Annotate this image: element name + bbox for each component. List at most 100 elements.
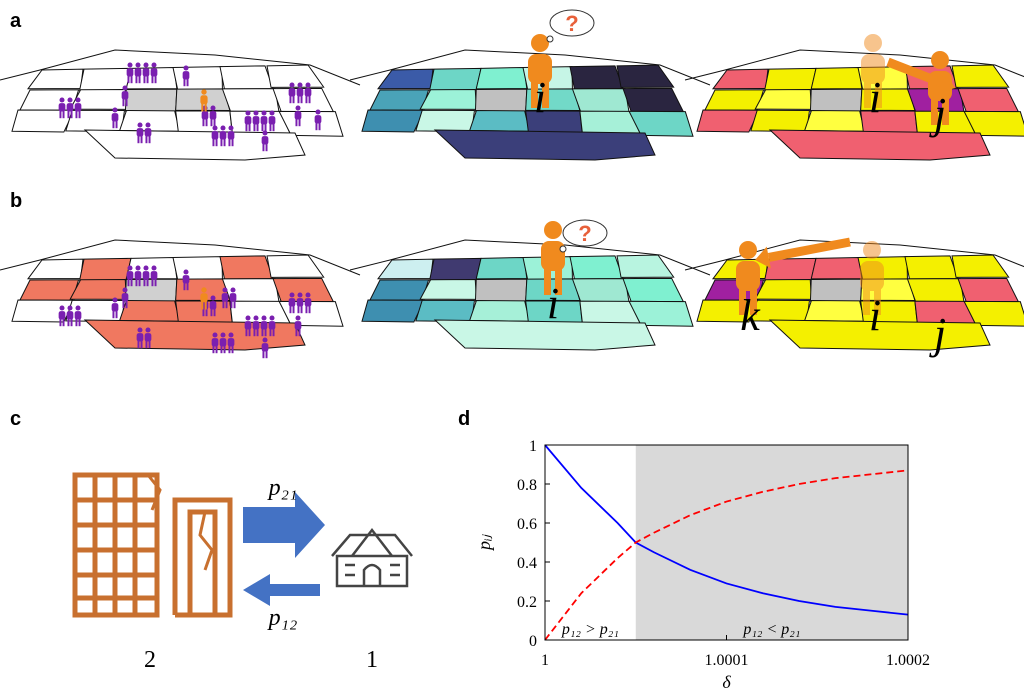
person-leg [206, 118, 208, 126]
person-leg [299, 118, 301, 126]
person-leg [75, 318, 77, 326]
person-leg [63, 110, 65, 118]
person-leg [126, 98, 128, 106]
person-head [67, 305, 72, 310]
person-leg [155, 278, 157, 286]
map-region [952, 65, 1009, 87]
person-head [245, 110, 250, 115]
person-leg [137, 135, 139, 143]
person-head [230, 287, 235, 292]
map-region [173, 257, 222, 281]
person-leg [295, 328, 297, 336]
person-leg [261, 123, 263, 131]
person-head [220, 125, 225, 130]
map-region [12, 300, 74, 322]
person-leg [262, 143, 264, 151]
map-region [958, 88, 1018, 111]
person-head [201, 89, 206, 94]
person-leg [127, 75, 129, 83]
person-leg [116, 120, 118, 128]
person-head [739, 241, 757, 259]
map-region [475, 279, 526, 301]
map-region [805, 111, 865, 132]
map-region [120, 301, 180, 322]
person-head [261, 315, 266, 320]
person-label: k [740, 291, 761, 340]
person-head [75, 97, 80, 102]
x-tick-label: 1 [541, 652, 549, 669]
person-leg [143, 75, 145, 83]
person-head [245, 315, 250, 320]
person-leg [319, 122, 321, 130]
panel-label: c [10, 408, 21, 430]
map-region [70, 279, 126, 299]
map-region [125, 279, 176, 301]
person-head [183, 65, 188, 70]
map-region [765, 68, 816, 90]
person-leg [214, 118, 216, 126]
person-head [295, 105, 300, 110]
person-head [135, 62, 140, 67]
map-region [572, 279, 629, 303]
person-leg [297, 95, 299, 103]
map-region [378, 259, 433, 279]
person-leg [224, 138, 226, 146]
person-head [295, 315, 300, 320]
house [332, 530, 412, 586]
person-leg [309, 305, 311, 313]
person-leg [212, 138, 214, 146]
thought-mark: ? [565, 11, 578, 36]
map-region [420, 279, 476, 299]
person-head [269, 110, 274, 115]
node-label: 1 [366, 647, 378, 673]
map-region [810, 279, 861, 301]
person-head [315, 109, 320, 114]
person-leg [212, 345, 214, 353]
person-leg [131, 278, 133, 286]
map-region [811, 258, 862, 279]
map-region [755, 279, 811, 299]
person-head [289, 82, 294, 87]
map-region [222, 89, 279, 113]
map-region [362, 110, 424, 132]
map-region [811, 68, 862, 89]
person-icon [212, 332, 219, 353]
person-head [297, 292, 302, 297]
move-arrow [769, 242, 850, 257]
person-leg [299, 328, 301, 336]
person-head [67, 97, 72, 102]
person-head [531, 34, 549, 52]
person-icon [59, 305, 66, 326]
person-head [143, 62, 148, 67]
y-tick-label: 1 [529, 438, 537, 455]
panel-label: d [458, 408, 470, 430]
map-region [362, 300, 424, 322]
person-head [269, 315, 274, 320]
figure: a b c d ?iij?ikij p₂₁ p₁₂ 2 1 00.20.40.6… [0, 0, 1024, 691]
person-label: i [534, 73, 546, 122]
person-head [122, 287, 127, 292]
person-label: i [869, 291, 881, 340]
arrow [243, 492, 325, 558]
map-region [470, 301, 530, 322]
map-region [705, 90, 764, 111]
panel-c: p₂₁ p₁₂ 2 1 [75, 475, 412, 673]
person-leg [187, 282, 189, 290]
y-tick-label: 0 [529, 633, 537, 650]
maps: ?iij?ikij [0, 10, 1024, 358]
map-region [952, 255, 1009, 277]
map-region [623, 88, 683, 111]
map-region [905, 256, 958, 279]
person-head [145, 327, 150, 332]
map-region [370, 280, 429, 301]
map-region [370, 90, 429, 111]
map-region [475, 89, 526, 111]
person-head [75, 305, 80, 310]
person-head [212, 332, 217, 337]
person-leg [289, 95, 291, 103]
map [350, 240, 710, 350]
map-lower [85, 130, 305, 160]
map-region [430, 68, 481, 90]
map-region [572, 89, 629, 113]
person-leg [147, 75, 149, 83]
